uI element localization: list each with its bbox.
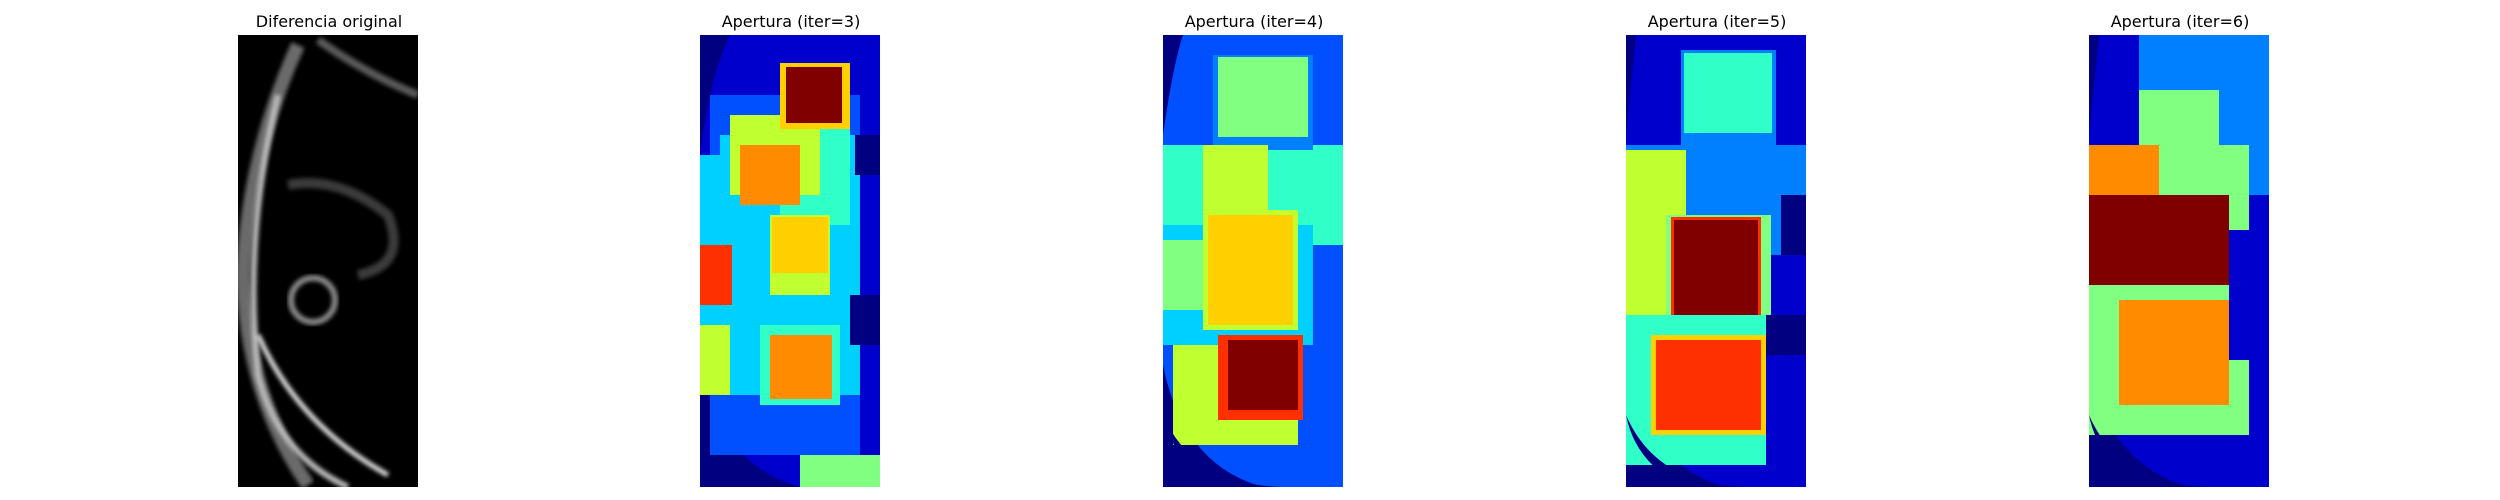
panel-title-iter4: Apertura (iter=4) [1184, 12, 1324, 31]
opening-iter5-image [1626, 35, 1806, 487]
opening-iter3-image [700, 35, 880, 487]
grayscale-difference-image [238, 35, 418, 487]
opening-iter4-image [1163, 35, 1343, 487]
panel-title-original: Diferencia original [255, 12, 403, 31]
panel-title-iter5: Apertura (iter=5) [1647, 12, 1787, 31]
panel-title-iter6: Apertura (iter=6) [2110, 12, 2250, 31]
panel-title-iter3: Apertura (iter=3) [721, 12, 861, 31]
opening-iter6-image [2089, 35, 2269, 487]
